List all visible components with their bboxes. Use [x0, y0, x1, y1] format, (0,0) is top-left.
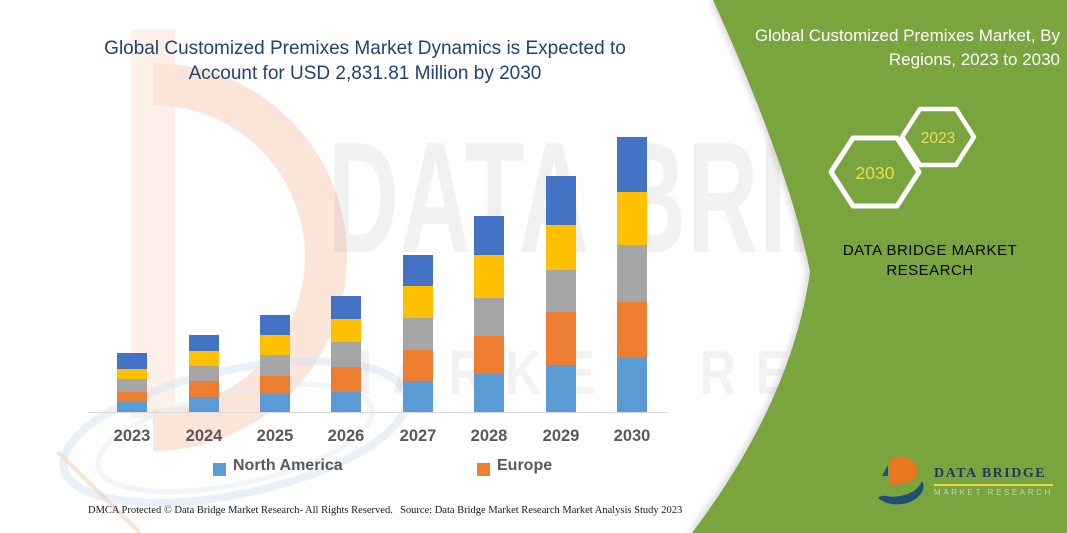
bar-2029-segment-unlabeled-yellow: [546, 225, 576, 270]
bar-2029-segment-unlabeled-darkblue: [546, 176, 576, 225]
logo-subtitle-text: MARKET RESEARCH: [934, 488, 1053, 497]
watermark-swoosh-inner: [95, 381, 375, 495]
x-tick-2030: 2030: [613, 427, 651, 445]
chart-title-line1: Global Customized Premixes Market Dynami…: [104, 38, 626, 59]
bar-2029-segment-Europe: [546, 312, 576, 365]
x-tick-2027: 2027: [399, 427, 437, 445]
bar-2023-segment-Europe: [117, 392, 147, 402]
x-tick-2023: 2023: [113, 427, 151, 445]
side-panel-title-line2: Regions, 2023 to 2030: [888, 50, 1060, 69]
legend-label-europe: Europe: [497, 457, 553, 474]
bar-2025: [260, 315, 290, 413]
bar-2025-segment-unlabeled-yellow: [260, 335, 290, 355]
hexagon-2023: [899, 106, 977, 168]
legend-swatch-europe: [477, 463, 490, 476]
bar-2024-segment-North America: [189, 397, 219, 413]
data-bridge-logo: DATA BRIDGE MARKET RESEARCH: [874, 452, 1053, 510]
logo-underline: [934, 484, 1053, 486]
logo-orange-bowl: [890, 456, 918, 485]
legend-swatch-north-america: [213, 463, 226, 476]
bar-2027: [403, 255, 433, 413]
x-tick-2026: 2026: [327, 427, 365, 445]
legend-label-north-america: North America: [233, 457, 343, 474]
logo-name-text: DATA BRIDGE: [934, 466, 1047, 481]
hexagon-2023-label: 2023: [921, 130, 955, 147]
bar-2026-segment-unlabeled-darkblue: [331, 296, 361, 319]
bar-2027-segment-North America: [403, 381, 433, 413]
brand-wordmark-line2: RESEARCH: [886, 262, 974, 279]
dmca-copyright-text: DMCA Protected © Data Bridge Market Rese…: [88, 505, 393, 516]
bar-2024-segment-Europe: [189, 381, 219, 397]
x-tick-2024: 2024: [185, 427, 223, 445]
bar-2025-segment-Europe: [260, 376, 290, 394]
bar-2026-segment-Europe: [331, 367, 361, 392]
bar-2027-segment-unlabeled-yellow: [403, 286, 433, 318]
bar-2027-segment-Europe: [403, 350, 433, 381]
bar-2024: [189, 335, 219, 413]
watermark-b-bowl-arc: [152, 63, 347, 451]
bar-2026: [331, 296, 361, 413]
bar-2029-segment-North America: [546, 365, 576, 413]
bar-2026-segment-North America: [331, 392, 361, 413]
bar-2030: [617, 137, 647, 413]
bar-2023: [117, 353, 147, 413]
chart-title-line2: Account for USD 2,831.81 Million by 2030: [188, 63, 542, 84]
bar-2026-segment-unlabeled-gray: [331, 342, 361, 367]
bar-2030-segment-North America: [617, 358, 647, 413]
bar-2028-segment-unlabeled-gray: [474, 298, 504, 336]
bar-2028-segment-North America: [474, 374, 504, 413]
x-tick-2028: 2028: [470, 427, 508, 445]
side-panel-title-line1: Global Customized Premixes Market, By: [754, 26, 1060, 45]
bar-2028-segment-Europe: [474, 336, 504, 374]
logo-blue-notch: [882, 465, 888, 476]
bar-2025-segment-North America: [260, 394, 290, 413]
bar-2029-segment-unlabeled-gray: [546, 270, 576, 312]
logo-text-column: DATA BRIDGE MARKET RESEARCH: [934, 466, 1053, 497]
watermark-diagonal-salmon: [56, 450, 142, 533]
bar-2030-segment-unlabeled-gray: [617, 245, 647, 302]
bar-2027-segment-unlabeled-darkblue: [403, 255, 433, 286]
logo-blue-swoosh: [878, 481, 924, 505]
x-tick-2029: 2029: [542, 427, 580, 445]
bar-2025-segment-unlabeled-gray: [260, 355, 290, 376]
bar-2024-segment-unlabeled-darkblue: [189, 335, 219, 351]
hexagon-2030-label: 2030: [856, 163, 895, 183]
brand-wordmark-line1: DATA BRIDGE MARKET: [842, 242, 1018, 259]
bar-2029: [546, 176, 576, 413]
bar-2024-segment-unlabeled-gray: [189, 366, 219, 381]
source-text: Source: Data Bridge Market Research Mark…: [400, 505, 683, 516]
x-tick-2025: 2025: [256, 427, 294, 445]
bar-2028-segment-unlabeled-yellow: [474, 255, 504, 298]
bar-2023-segment-unlabeled-darkblue: [117, 353, 147, 369]
data-bridge-logo-icon: [878, 456, 924, 505]
bar-2026-segment-unlabeled-yellow: [331, 319, 361, 342]
hexagon-2030: [828, 135, 922, 209]
bar-2028-segment-unlabeled-darkblue: [474, 216, 504, 255]
bar-2027-segment-unlabeled-gray: [403, 318, 433, 350]
bar-2030-segment-unlabeled-darkblue: [617, 137, 647, 192]
side-panel-title: Global Customized Premixes Market, By Re…: [730, 24, 1060, 72]
bar-2023-segment-unlabeled-yellow: [117, 369, 147, 379]
brand-wordmark: DATA BRIDGE MARKET RESEARCH: [780, 241, 1067, 281]
chart-title: Global Customized Premixes Market Dynami…: [85, 36, 645, 86]
bar-2028: [474, 216, 504, 413]
bar-2024-segment-unlabeled-yellow: [189, 351, 219, 366]
bar-2023-segment-North America: [117, 402, 147, 413]
bar-2030-segment-unlabeled-yellow: [617, 192, 647, 245]
bar-2023-segment-unlabeled-gray: [117, 379, 147, 392]
x-axis-line: [88, 412, 668, 413]
bar-2030-segment-Europe: [617, 302, 647, 358]
bar-2025-segment-unlabeled-darkblue: [260, 315, 290, 335]
